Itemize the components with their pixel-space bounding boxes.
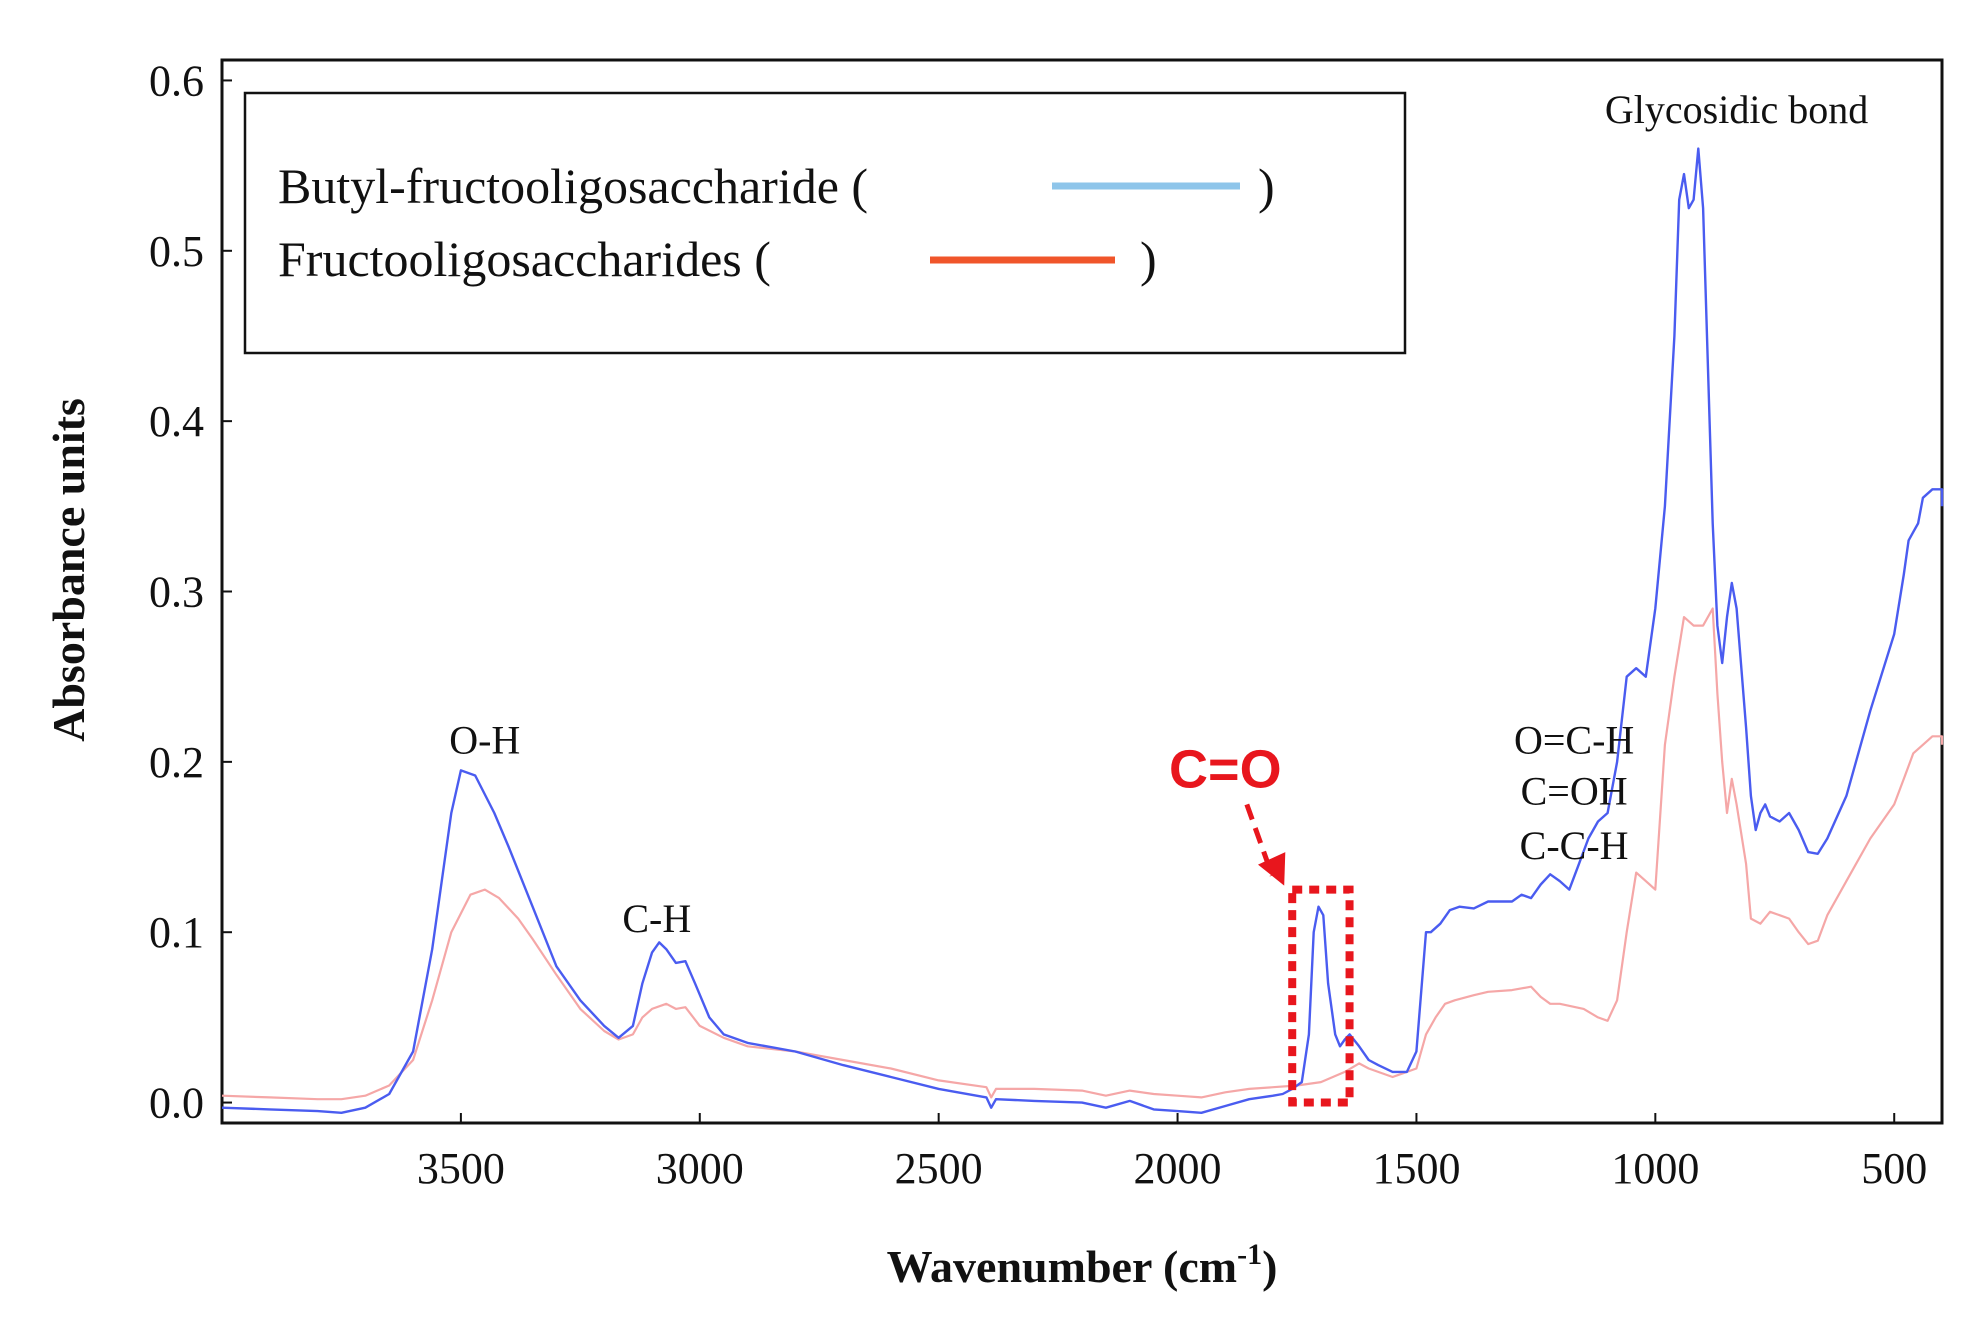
y-tick-label: 0.4 (149, 397, 204, 446)
y-tick-label: 0.6 (149, 56, 204, 105)
x-axis-title-sup: -1 (1237, 1238, 1262, 1271)
peak-label: O-H (449, 717, 520, 762)
x-axis-ticks: 3500 3000 2500 2000 1500 1000 500 (417, 1113, 1927, 1193)
x-tick-label: 2500 (895, 1144, 983, 1193)
y-axis-title: Absorbance units (43, 398, 94, 742)
x-axis-title-main: Wavenumber (cm (887, 1241, 1238, 1292)
y-tick-label: 0.3 (149, 568, 204, 617)
peak-label: Glycosidic bond (1605, 87, 1868, 132)
x-tick-label: 1000 (1611, 1144, 1699, 1193)
legend-label-fos: Fructooligosaccharides ( (278, 231, 771, 287)
x-tick-label: 500 (1861, 1144, 1927, 1193)
legend: Butyl-fructooligosaccharide ( ) Fructool… (243, 91, 1407, 355)
x-tick-label: 3000 (656, 1144, 744, 1193)
carbonyl-arrow-head (1258, 852, 1286, 886)
y-tick-label: 0.5 (149, 227, 204, 276)
series-line-butyl-fos (221, 147, 1944, 1114)
x-tick-label: 1500 (1372, 1144, 1460, 1193)
peak-label: C-H (622, 896, 691, 941)
y-tick-label: 0.2 (149, 738, 204, 787)
x-axis-title-close: ) (1262, 1241, 1277, 1292)
carbonyl-highlight-rect (1288, 885, 1354, 1107)
legend-box (243, 91, 1407, 355)
x-tick-label: 2000 (1134, 1144, 1222, 1193)
y-tick-label: 0.0 (149, 1079, 204, 1128)
series-line-fos (221, 607, 1944, 1101)
legend-close-fos: ) (1140, 231, 1157, 287)
x-tick-label: 3500 (417, 1144, 505, 1193)
legend-label-butyl: Butyl-fructooligosaccharide ( (278, 158, 868, 214)
y-tick-label: 0.1 (149, 908, 204, 957)
carbonyl-highlight-box (1244, 803, 1354, 1107)
spectrum-series (221, 147, 1944, 1114)
y-axis-ticks: 0.0 0.1 0.2 0.3 0.4 0.5 0.6 (149, 56, 232, 1128)
peak-annotations: O-H C-H C=O O=C-H C=OH C-C-H Glycosidic bond (449, 87, 1868, 941)
x-axis-title: Wavenumber (cm-1) (887, 1238, 1278, 1292)
peak-label: C=O (1169, 739, 1282, 799)
legend-close-butyl: ) (1258, 158, 1275, 214)
peak-label: O=C-H (1514, 717, 1634, 762)
peak-label: C=OH (1521, 768, 1628, 813)
peak-label: C-C-H (1520, 823, 1629, 868)
